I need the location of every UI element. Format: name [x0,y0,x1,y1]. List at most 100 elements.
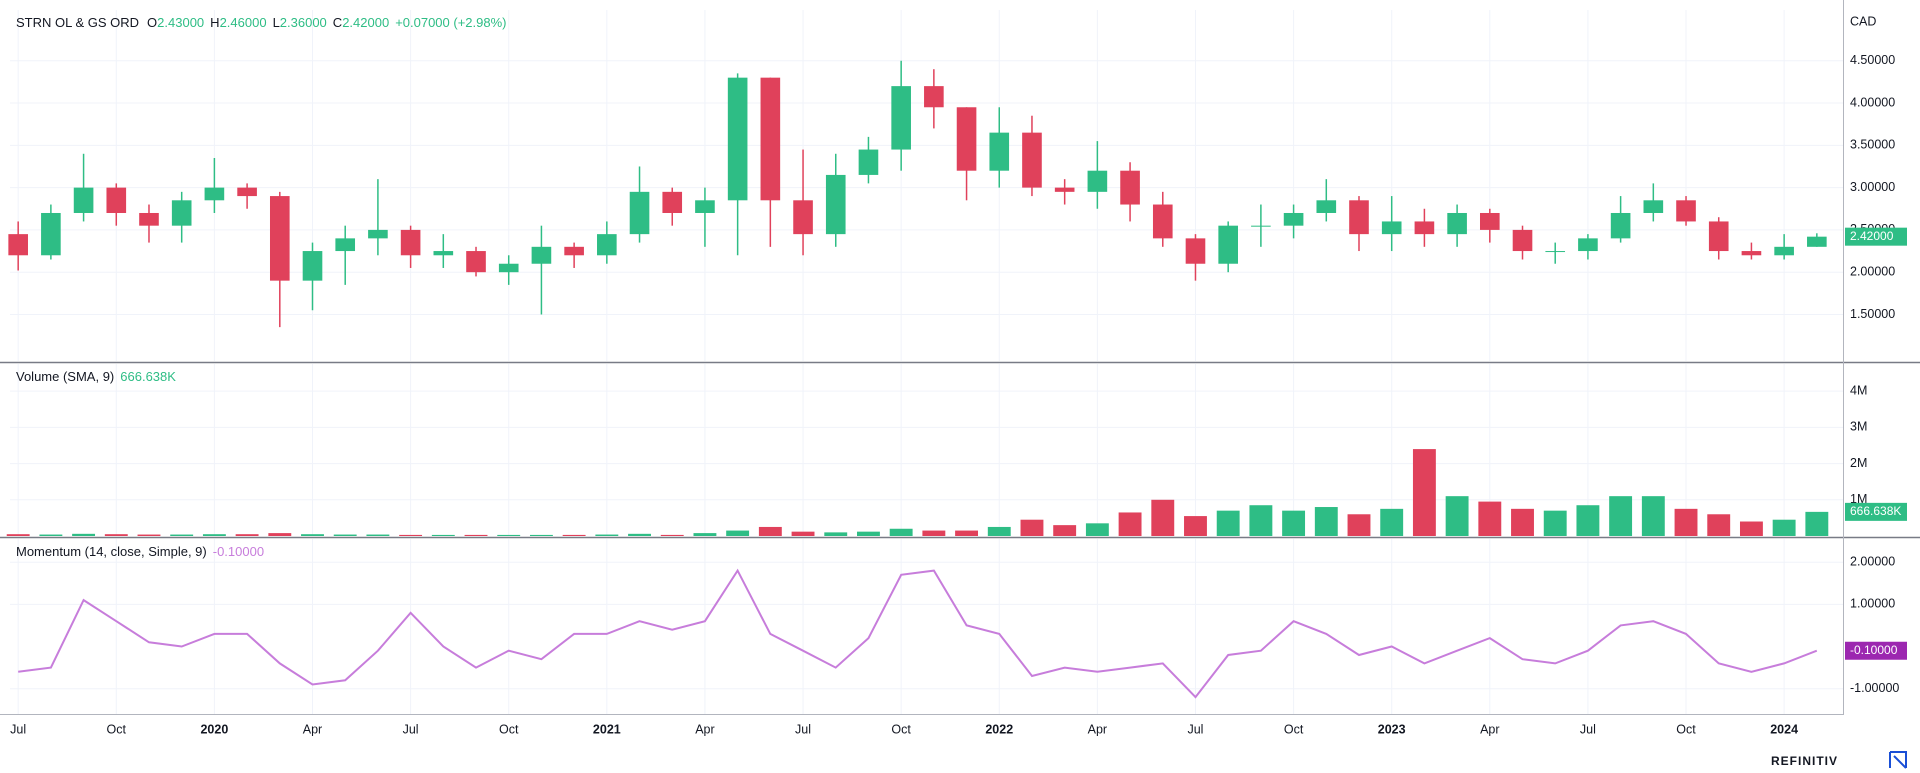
volume-bar [431,534,455,536]
last-volume-label-box [1845,502,1907,521]
candle-body [1054,187,1075,192]
x-tick-label: Oct [1676,722,1696,736]
currency-label: CAD [1850,14,1876,28]
volume-bar [1609,496,1633,536]
x-tick-label: Oct [107,722,127,736]
x-tick-label: Jul [403,722,419,736]
volume-bar [301,534,324,536]
ohlc-value: 2.43000 [157,15,204,30]
candle-body [1349,200,1369,235]
volume-bar [1576,505,1600,536]
volume-bar [628,533,651,536]
candle-body [1447,212,1467,235]
candle-body [1120,170,1140,205]
volume-bar [6,534,30,536]
brand: REFINITIV [1771,754,1838,768]
y-tick-label: 1M [1850,492,1867,506]
candle-body [1316,200,1337,213]
candle-body [1708,221,1729,252]
candle-body [171,200,192,226]
candle-body [825,174,846,235]
ohlc-key: H [210,15,219,30]
ohlc-value: 2.42000 [342,15,389,30]
volume-bar [202,534,226,536]
volume-bar [39,534,63,536]
candle-body [1381,221,1402,235]
candle-body [1185,238,1206,264]
candle-body [956,107,977,171]
volume-bar [660,534,684,536]
candle-body [793,200,813,235]
candle-body [858,149,879,175]
x-tick-label: Jul [795,722,811,736]
volume-bar [1151,499,1175,536]
candle-body [1414,221,1435,235]
price-change: +0.07000 (+2.98%) [395,15,506,30]
volume-bar [137,534,161,536]
x-tick-label: Apr [695,722,714,736]
candle-body [727,77,748,201]
volume-bar [857,531,880,536]
candle-body [1512,229,1533,252]
candle-body [1479,212,1500,230]
volume-bar [1053,525,1077,536]
last-price-label-box [1845,227,1907,246]
candle-body [237,187,257,197]
x-tick-label: Oct [1284,722,1304,736]
volume-bar [1085,523,1109,536]
candle-body [1152,204,1173,239]
volume-bar [1707,514,1731,536]
candle-body [498,263,519,273]
candle-body [531,246,552,264]
volume-bar [464,534,488,536]
candle-body [989,132,1010,171]
pane-title: Momentum (14, close, Simple, 9) [16,544,207,559]
chart-legend: STRN OL & GS ORD O2.43000 H2.46000 L2.36000… [16,15,507,30]
candle-body [1774,246,1794,256]
candle-body [204,187,225,201]
candle-body [564,246,584,256]
volume-bar [1020,519,1044,536]
x-tick-label: 2021 [593,722,621,736]
candle-body [1610,212,1631,239]
x-tick-label: 2020 [200,722,228,736]
volume-bar [1478,501,1502,536]
last-momentum-label: -0.10000 [1850,643,1898,657]
volume-bar [366,534,390,536]
candle-body [73,187,94,213]
volume-bar [562,534,586,536]
x-tick-label: Jul [10,722,26,736]
momentum-line [18,568,1818,699]
volume-bar [693,533,717,536]
volume-bar [824,532,848,536]
volume-bar [1543,510,1567,536]
volume-bar [170,534,194,536]
volume-bar [1118,512,1142,536]
candle-body [662,191,683,213]
y-tick-label: 4M [1850,383,1867,397]
y-tick-label: 1.50000 [1850,307,1895,321]
volume-bar [1641,496,1665,536]
volume-bar [235,534,259,536]
x-tick-label: 2024 [1770,722,1798,736]
ohlc-value: 2.46000 [220,15,267,30]
volume-bar [1445,496,1469,536]
volume-bar [1805,511,1829,536]
y-tick-label: 4.00000 [1850,95,1895,109]
candle-body [1676,200,1696,222]
candle-body [466,251,486,273]
volume-bar [1347,514,1371,536]
ohlc-key: L [273,15,280,30]
last-momentum-label-box [1845,641,1907,660]
volume-bar [1380,508,1404,536]
volume-bar [1739,521,1763,536]
candle-body [106,187,127,213]
brand-icon [1889,751,1907,769]
y-tick-label: 2M [1850,456,1867,470]
volume-bar [1511,508,1534,536]
candle-body [400,229,421,256]
x-tick-label: 2023 [1378,722,1406,736]
x-tick-label: 2022 [985,722,1013,736]
y-tick-label: 3M [1850,420,1867,434]
